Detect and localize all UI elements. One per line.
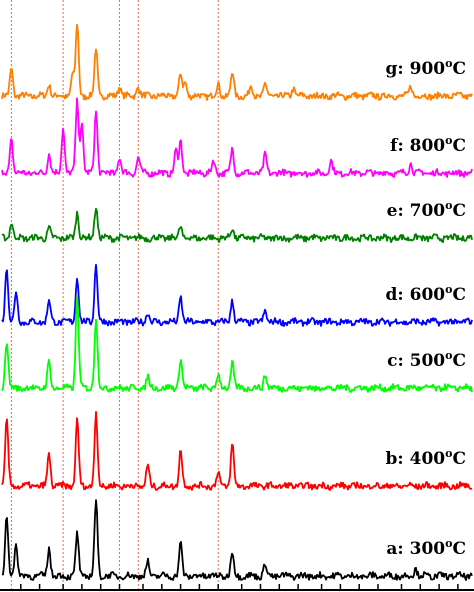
series-line-0: [1, 23, 473, 101]
series-line-6: [1, 499, 473, 581]
series-line-4: [1, 295, 473, 393]
traces: [1, 23, 473, 581]
series-label-unit: C: [452, 449, 466, 469]
series-label-degree: o: [445, 199, 452, 212]
series-label-3: d: 600oC: [386, 283, 466, 305]
series-label-unit: C: [452, 539, 466, 559]
series-line-3: [1, 263, 473, 327]
series-label-0: g: 900oC: [386, 57, 466, 79]
series-label-name: b: 400: [386, 449, 446, 469]
series-line-5: [1, 411, 473, 491]
series-label-name: a: 300: [386, 539, 445, 559]
series-label-unit: C: [452, 351, 466, 371]
series-label-degree: o: [445, 349, 452, 362]
series-label-unit: C: [452, 201, 466, 221]
series-label-degree: o: [445, 537, 452, 550]
series-label-degree: o: [445, 283, 452, 296]
series-label-degree: o: [445, 57, 452, 70]
series-label-name: e: 700: [387, 201, 446, 221]
series-label-degree: o: [445, 134, 452, 147]
x-axis: [0, 584, 474, 591]
series-label-name: d: 600: [386, 285, 446, 305]
series-line-1: [1, 97, 473, 178]
series-label-2: e: 700oC: [387, 199, 466, 221]
series-label-1: f: 800oC: [390, 134, 466, 156]
series-label-5: b: 400oC: [386, 447, 466, 469]
series-label-4: c: 500oC: [387, 349, 466, 371]
series-label-name: g: 900: [386, 59, 446, 79]
series-label-name: c: 500: [387, 351, 445, 371]
series-label-name: f: 800: [390, 136, 445, 156]
series-line-2: [1, 207, 473, 244]
series-label-degree: o: [445, 447, 452, 460]
series-label-unit: C: [452, 59, 466, 79]
series-label-6: a: 300oC: [386, 537, 466, 559]
series-label-unit: C: [452, 285, 466, 305]
series-label-unit: C: [452, 136, 466, 156]
